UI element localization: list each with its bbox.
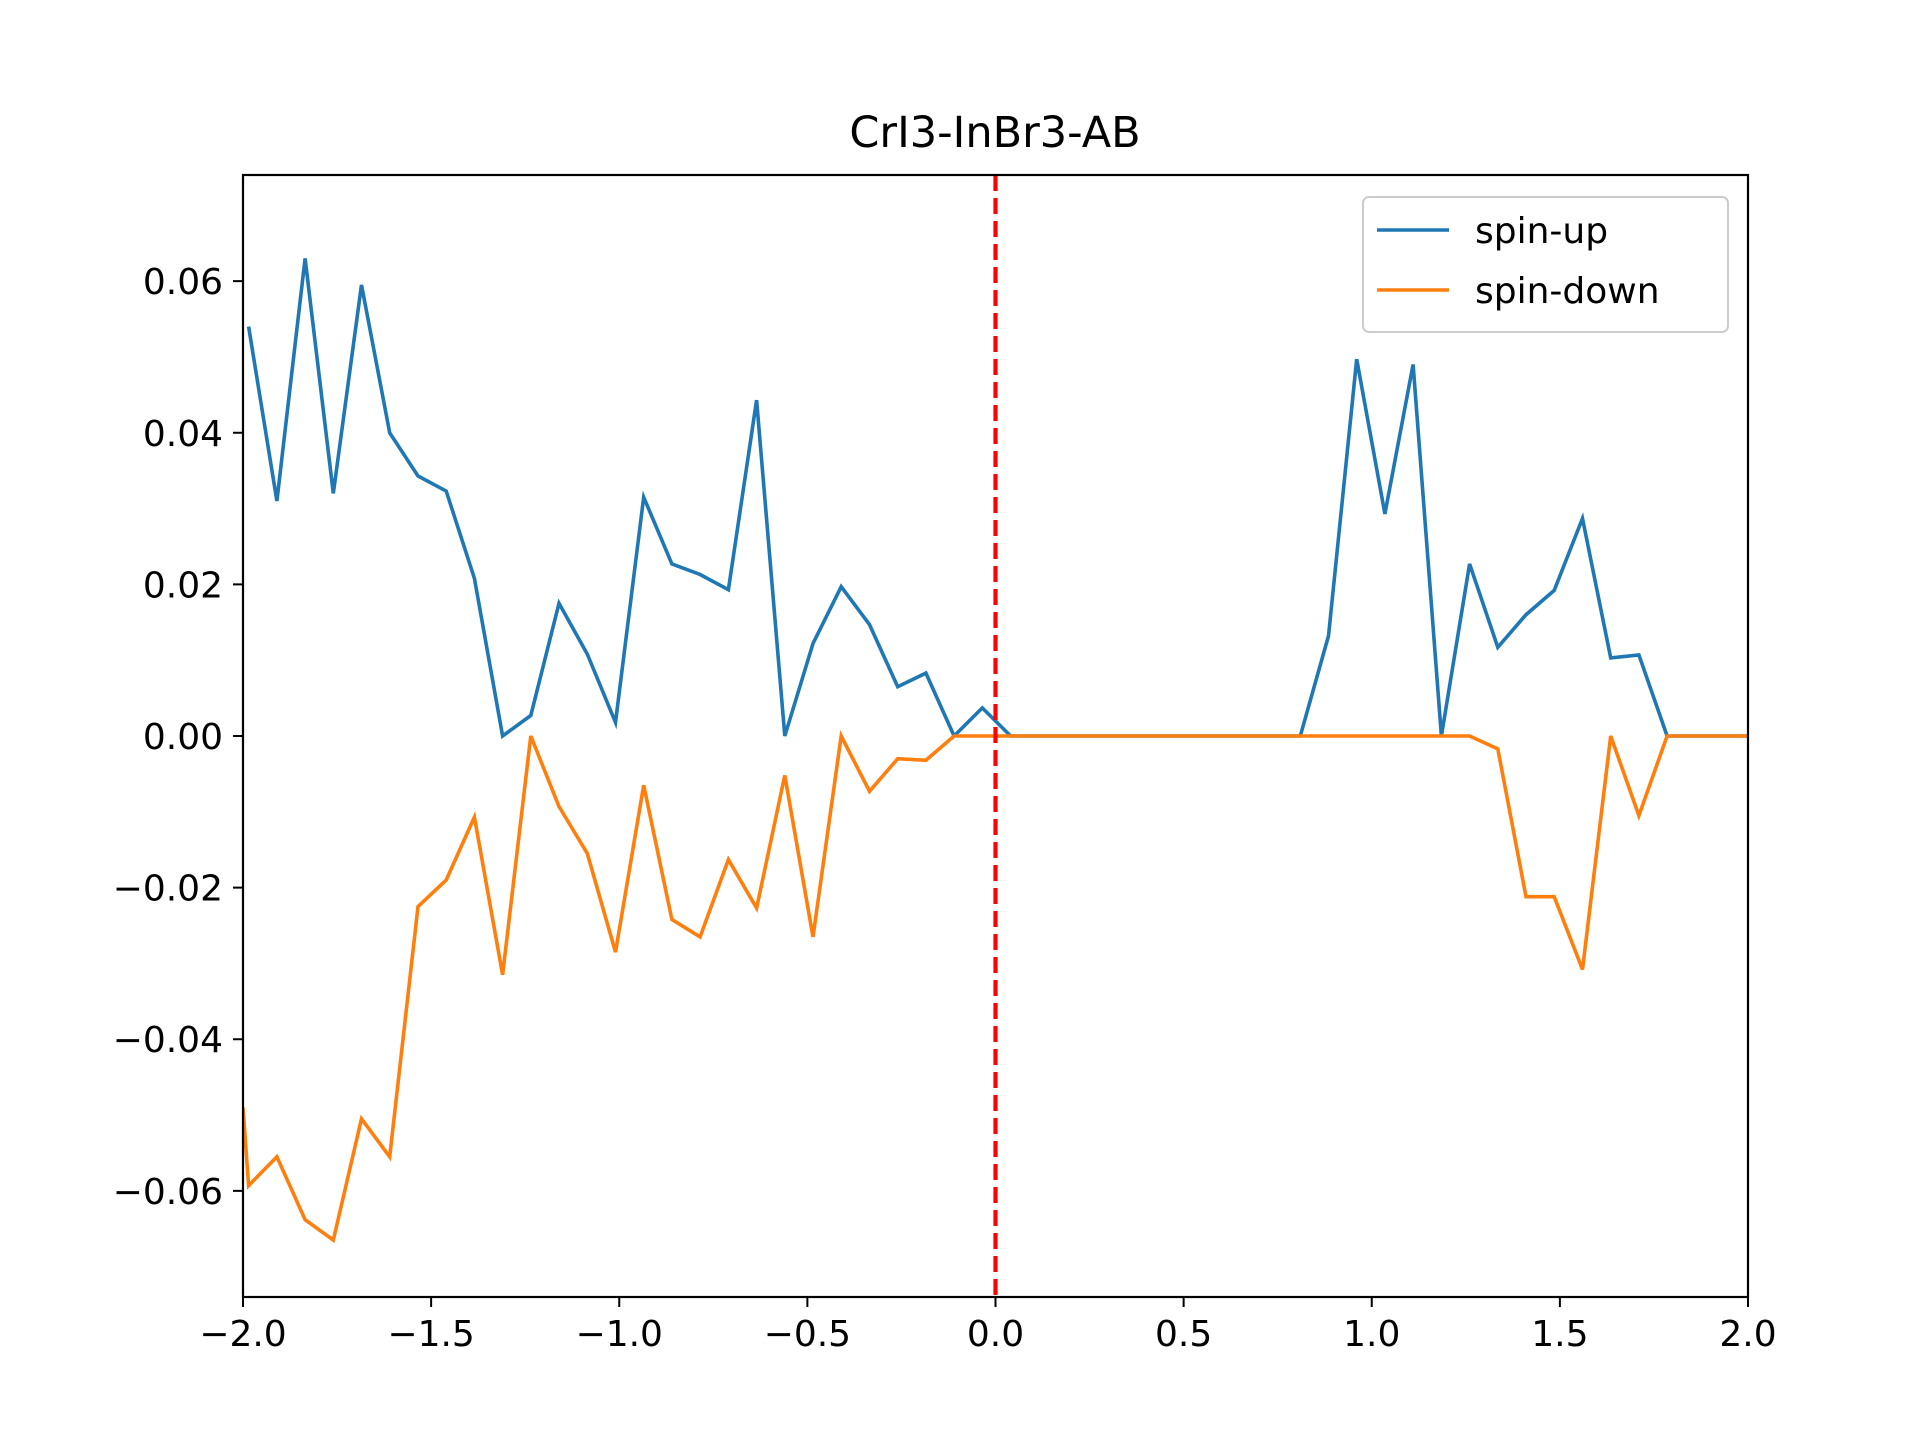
chart-title: CrI3-InBr3-AB: [849, 108, 1140, 158]
legend: spin-up spin-down: [1362, 196, 1729, 333]
y-tick-label: −0.04: [113, 1020, 223, 1061]
x-tick-label: 1.5: [1531, 1314, 1588, 1355]
y-tick-label: 0.00: [143, 717, 223, 758]
legend-box: [1362, 196, 1729, 333]
axes-frame: [241, 173, 1750, 1299]
axis-ticks: −2.0 −1.5 −1.0 −0.5 0.0 0.5 1.0 1.5 2.0 0.06 0.04 0…: [113, 262, 1777, 1355]
x-tick-label: −2.0: [199, 1314, 286, 1355]
y-tick-label: −0.02: [113, 869, 223, 910]
x-tick-label: −0.5: [764, 1314, 851, 1355]
x-tick-label: −1.0: [576, 1314, 663, 1355]
y-tick-label: 0.04: [143, 414, 223, 455]
legend-label-spin-down: spin-down: [1475, 271, 1660, 312]
x-tick-label: 0.0: [967, 1314, 1024, 1355]
legend-label-spin-up: spin-up: [1475, 211, 1608, 252]
x-tick-label: 2.0: [1719, 1314, 1776, 1355]
plot-area: [243, 175, 1748, 1297]
x-tick-label: 0.5: [1155, 1314, 1212, 1355]
series-line-spin-up: [246, 258, 1748, 740]
x-tick-label: −1.5: [387, 1314, 474, 1355]
x-tick-label: 1.0: [1343, 1314, 1400, 1355]
y-tick-label: −0.06: [113, 1172, 223, 1213]
y-tick-label: 0.06: [143, 262, 223, 303]
series-line-spin-down: [243, 730, 1748, 1244]
y-tick-label: 0.02: [143, 565, 223, 606]
